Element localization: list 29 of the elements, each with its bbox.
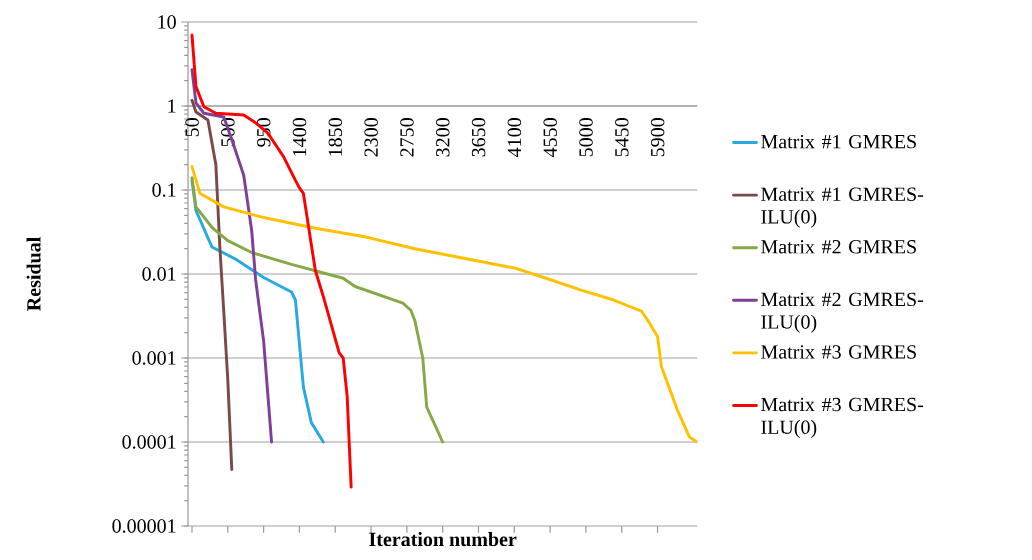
x-tick-label: 5450 (615, 118, 629, 157)
x-tick-label: 2300 (364, 118, 378, 157)
x-tick-label: 5900 (650, 118, 665, 157)
y-axis-title: Residual (26, 237, 41, 311)
x-tick-label: 5000 (579, 118, 593, 157)
x-tick-label: 1400 (292, 118, 307, 156)
x-tick-label: 3650 (471, 118, 486, 157)
legend-label: Matrix #3 GMRES-ILU(0) (761, 397, 924, 438)
line-series (190, 165, 698, 444)
y-tick-label: 1 (168, 99, 176, 113)
x-tick-label: 1850 (328, 118, 343, 156)
x-tick-label: 50 (185, 118, 199, 137)
x-axis-title: Iteration number (369, 532, 517, 547)
x-tick-label: 2750 (400, 118, 414, 157)
legend-label: Matrix #1 GMRES (761, 134, 916, 149)
line-series (190, 176, 445, 444)
x-tick-label: 3200 (436, 118, 450, 157)
x-tick-label: 4550 (543, 118, 557, 157)
y-tick-label: 10 (158, 15, 176, 29)
legend-label: Matrix #2 GMRES (761, 240, 916, 254)
legend-label: Matrix #1 GMRES-ILU(0) (761, 187, 924, 228)
y-tick-label: 0.0001 (122, 435, 176, 449)
y-tick-label: 0.001 (132, 351, 176, 365)
y-tick-label: 0.1 (152, 183, 176, 197)
legend-label: Matrix #2 GMRES-ILU(0) (761, 292, 924, 333)
y-tick-label: 0.00001 (112, 519, 176, 533)
y-tick-label: 0.01 (142, 267, 176, 281)
legend-label: Matrix #3 GMRES (761, 345, 916, 359)
x-tick-label: 4100 (507, 118, 522, 157)
